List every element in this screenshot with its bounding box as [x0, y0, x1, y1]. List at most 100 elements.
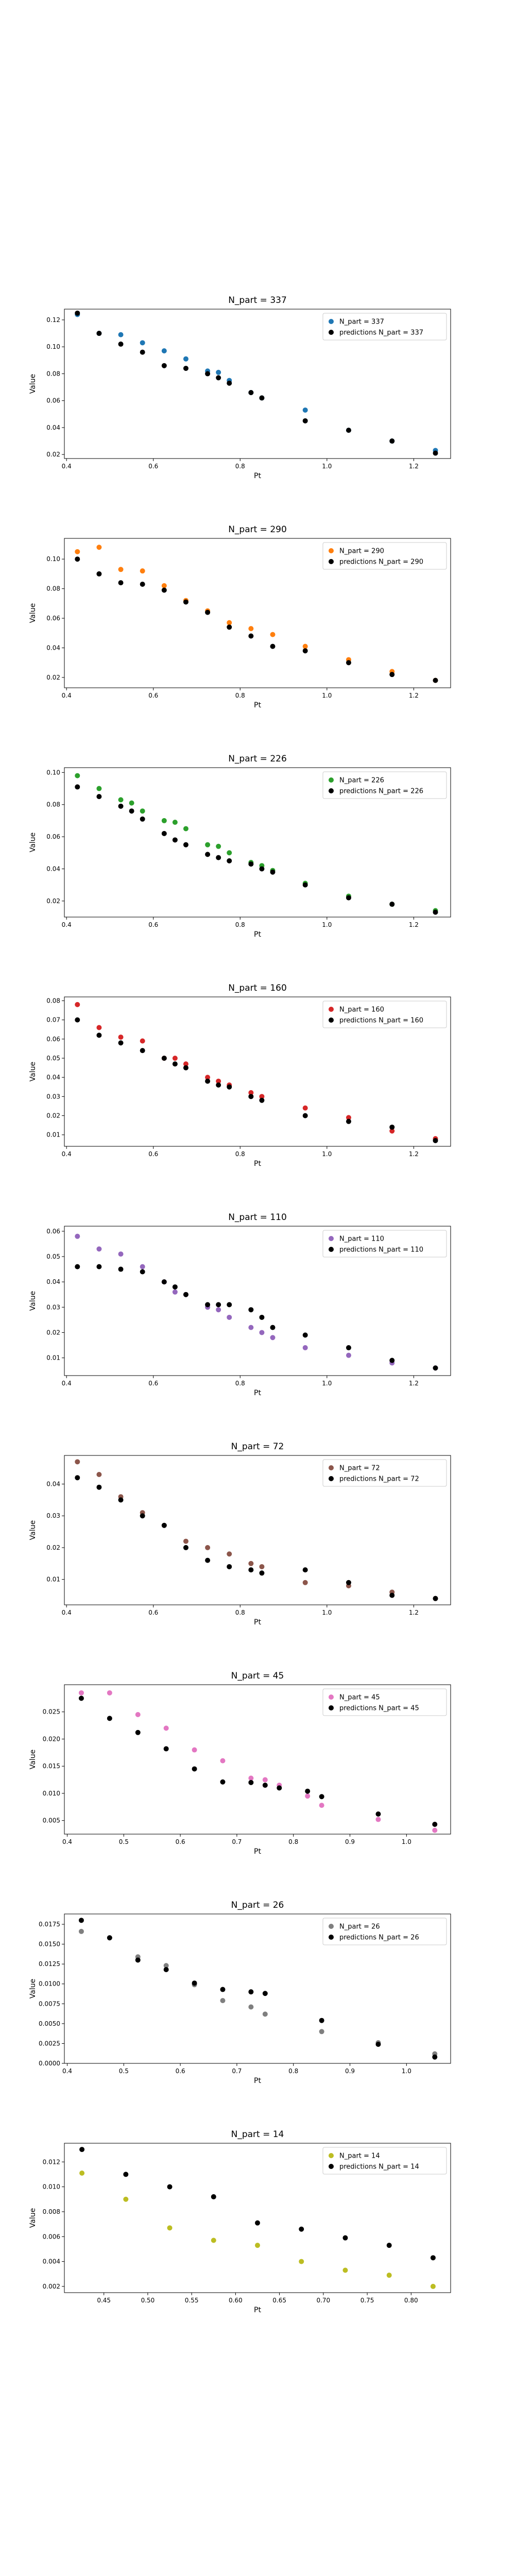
data-point: [302, 648, 308, 654]
legend-marker: [329, 1694, 334, 1700]
legend-marker: [329, 1247, 334, 1252]
x-tick-label: 0.4: [62, 1609, 72, 1616]
x-axis-label: Pt: [254, 930, 261, 939]
y-tick-label: 0.06: [46, 397, 60, 404]
data-point: [75, 1017, 80, 1023]
data-point: [389, 672, 395, 677]
series-observed: [79, 2171, 436, 2289]
data-point: [302, 1567, 308, 1573]
data-point: [216, 369, 221, 375]
plot-frame: [64, 767, 451, 918]
data-point: [205, 1302, 211, 1308]
legend-marker: [329, 1007, 334, 1012]
y-tick-label: 0.04: [46, 865, 60, 872]
series-observed: [78, 1928, 438, 2057]
legend-marker: [329, 1476, 334, 1481]
legend-label: N_part = 160: [339, 1006, 384, 1014]
data-point: [220, 1758, 226, 1764]
plot-frame: [64, 996, 451, 1147]
x-tick-label: 0.8: [235, 692, 245, 699]
data-point: [270, 632, 276, 637]
y-tick-label: 0.0125: [39, 1960, 60, 1968]
data-point: [167, 2184, 173, 2190]
data-point: [96, 1032, 102, 1038]
y-tick-label: 0.02: [46, 1544, 60, 1551]
data-point: [346, 1118, 351, 1124]
data-point: [129, 800, 134, 806]
x-tick-label: 0.9: [345, 2067, 355, 2075]
x-tick-label: 0.65: [272, 2297, 286, 2304]
data-point: [430, 2255, 436, 2261]
data-point: [259, 1094, 265, 1099]
data-point: [167, 2225, 173, 2231]
data-point: [75, 1002, 80, 1007]
data-point: [96, 331, 102, 336]
x-tick-label: 1.0: [322, 1380, 332, 1387]
data-point: [375, 1811, 381, 1817]
data-point: [107, 1935, 112, 1941]
x-tick-label: 0.6: [176, 1838, 185, 1845]
y-tick-label: 0.010: [43, 1790, 60, 1797]
y-tick-label: 0.04: [46, 424, 60, 431]
data-point: [302, 643, 308, 649]
data-point: [205, 609, 211, 615]
data-point: [163, 1967, 169, 1972]
y-tick-label: 0.10: [46, 769, 60, 776]
data-point: [96, 1246, 102, 1252]
data-point: [227, 1314, 232, 1320]
plot-frame: [64, 1913, 451, 2064]
chart-title: N_part = 45: [231, 1671, 284, 1681]
data-point: [389, 902, 395, 907]
data-point: [259, 1314, 265, 1320]
data-point: [227, 1564, 232, 1569]
data-point: [299, 2259, 304, 2264]
x-axis-label: Pt: [254, 1389, 261, 1397]
data-point: [161, 363, 167, 368]
data-point: [262, 1991, 268, 1996]
x-tick-label: 1.0: [322, 1609, 332, 1616]
data-point: [433, 1596, 438, 1601]
data-point: [302, 1580, 308, 1585]
y-axis-label: Value: [29, 1750, 37, 1769]
data-point: [220, 1998, 226, 2004]
data-point: [118, 567, 124, 572]
plot-frame: [64, 2143, 451, 2293]
data-point: [118, 1035, 124, 1040]
data-point: [389, 1124, 395, 1130]
y-tick-label: 0.01: [46, 1354, 60, 1362]
y-tick-label: 0.02: [46, 897, 60, 905]
x-tick-label: 0.8: [235, 1609, 245, 1616]
x-tick-label: 0.7: [232, 1838, 242, 1845]
x-tick-label: 0.4: [62, 1150, 72, 1158]
y-axis-label: Value: [29, 1979, 37, 1998]
data-point: [248, 861, 254, 867]
chart-title: N_part = 290: [228, 524, 287, 535]
data-point: [305, 1793, 311, 1799]
x-tick-label: 1.2: [409, 1380, 419, 1387]
x-tick-label: 0.6: [148, 921, 158, 928]
y-tick-label: 0.10: [46, 555, 60, 563]
data-point: [270, 1335, 276, 1341]
x-tick-label: 1.0: [322, 921, 332, 928]
y-tick-label: 0.0050: [39, 2020, 60, 2027]
y-tick-label: 0.08: [46, 801, 60, 808]
x-tick-label: 0.5: [119, 1838, 129, 1845]
data-point: [205, 1545, 211, 1550]
data-point: [118, 1251, 124, 1257]
data-point: [270, 1325, 276, 1330]
plot-frame: [64, 309, 451, 459]
y-tick-label: 0.01: [46, 1131, 60, 1139]
y-tick-label: 0.0075: [39, 2000, 60, 2007]
series-predictions: [79, 2147, 436, 2261]
data-point: [375, 1817, 381, 1822]
series-predictions: [75, 784, 438, 915]
legend-label: predictions N_part = 45: [339, 1705, 419, 1713]
data-point: [172, 820, 178, 825]
data-point: [118, 803, 124, 809]
y-axis-label: Value: [29, 374, 37, 394]
legend-label: N_part = 72: [339, 1465, 380, 1472]
y-tick-label: 0.05: [46, 1055, 60, 1062]
y-tick-label: 0.0175: [39, 1921, 60, 1928]
y-tick-label: 0.02: [46, 451, 60, 458]
y-tick-label: 0.08: [46, 585, 60, 592]
